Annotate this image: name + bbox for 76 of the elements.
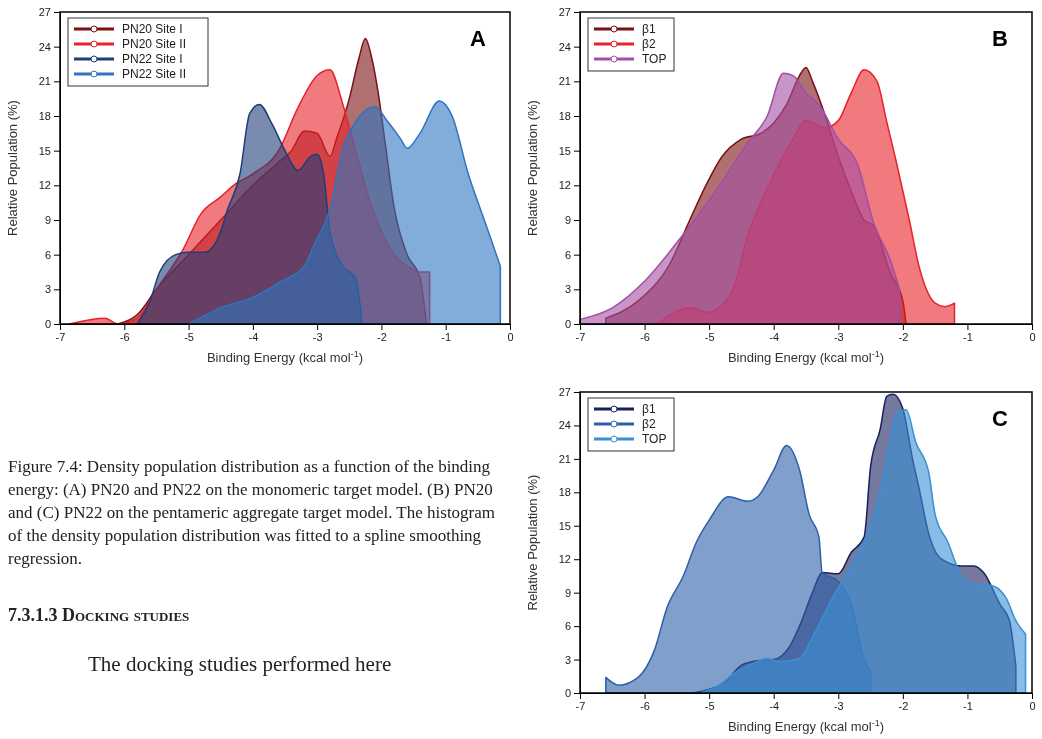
x-tick-label: -4: [248, 330, 259, 343]
y-tick-label: 18: [38, 110, 51, 123]
x-tick-label: -3: [312, 330, 323, 343]
x-tick-label: -6: [119, 330, 130, 343]
x-axis-title: Binding Energy (kcal mol$^{-1}$): [206, 349, 364, 365]
y-tick-label: 15: [558, 144, 571, 157]
x-tick-label: -6: [640, 699, 650, 712]
legend-label: β2: [642, 37, 656, 51]
x-axis-title: Binding Energy (kcal mol$^{-1}$): [727, 349, 885, 365]
caption: Figure 7.4: Density population distribution as a function of the binding energy: (A) PN20 and PN22 on the monomeric target model. (B) PN20 and (C) PN22 on the pentameric aggregate target model. The histogram of the density population distribution was fitted to a spline smoothing regression.: [8, 456, 497, 570]
y-tick-label: 27: [38, 6, 51, 19]
y-tick-label: 24: [38, 40, 51, 53]
legend-label: TOP: [642, 432, 667, 446]
y-tick-label: 6: [564, 620, 571, 633]
text: 7.3.1.3 Docking studies: [8, 604, 191, 627]
legend-label: PN20 Site I: [122, 22, 183, 36]
y-tick-label: 18: [558, 110, 571, 123]
x-tick-label: -5: [184, 330, 194, 343]
y-tick-label: 15: [558, 519, 571, 532]
x-tick-label: -7: [55, 330, 66, 343]
y-tick-label: 0: [564, 318, 571, 331]
x-axis-title: Binding Energy (kcal mol$^{-1}$): [727, 718, 885, 734]
legend-label: PN22 Site II: [122, 67, 187, 81]
y-tick-label: 6: [564, 248, 571, 261]
y-tick-label: 12: [558, 179, 571, 192]
x-tick-label: -2: [377, 330, 387, 343]
y-tick-label: 18: [558, 486, 571, 499]
y-tick-label: 21: [558, 452, 571, 465]
text: The docking studies performed here: [87, 652, 393, 676]
legend-label: β2: [642, 417, 656, 431]
legend-label: TOP: [642, 52, 667, 66]
x-tick-label: -2: [898, 330, 909, 343]
y-tick-label: 0: [564, 687, 571, 700]
x-tick-label: -4: [769, 699, 780, 712]
x-tick-label: 0: [1029, 330, 1036, 343]
y-tick-label: 3: [564, 283, 571, 296]
y-tick-label: 15: [38, 144, 51, 157]
legend-label: PN22 Site I: [122, 52, 183, 66]
legend-label: β1: [642, 22, 656, 36]
x-tick-label: -4: [769, 330, 780, 343]
x-tick-label: -3: [833, 330, 844, 343]
y-tick-label: 27: [558, 6, 571, 19]
y-tick-label: 27: [558, 386, 571, 399]
annotation: B: [992, 26, 1008, 51]
annotation: C: [992, 406, 1008, 431]
y-tick-label: 3: [564, 653, 571, 666]
x-tick-label: -6: [640, 330, 650, 343]
x-tick-label: -1: [441, 330, 452, 343]
legend-label: β1: [642, 402, 656, 416]
y-tick-label: 24: [558, 419, 571, 432]
y-tick-label: 24: [558, 40, 571, 53]
legend-label: PN20 Site II: [122, 37, 187, 51]
y-tick-label: 12: [38, 179, 51, 192]
x-tick-label: -2: [898, 699, 909, 712]
y-tick-label: 6: [44, 248, 51, 261]
y-axis-title: Relative Population (%): [525, 100, 540, 236]
x-tick-label: 0: [1029, 699, 1036, 712]
y-tick-label: 21: [558, 75, 571, 88]
y-axis-title: Relative Population (%): [5, 100, 20, 236]
y-tick-label: 9: [44, 214, 51, 227]
y-tick-label: 9: [564, 214, 571, 227]
x-tick-label: -5: [704, 699, 715, 712]
x-tick-label: 0: [507, 330, 514, 343]
y-tick-label: 12: [558, 553, 571, 566]
y-tick-label: 3: [44, 283, 51, 296]
y-tick-label: 0: [44, 318, 51, 331]
x-tick-label: -7: [575, 699, 586, 712]
x-tick-label: -1: [963, 699, 973, 712]
x-tick-label: -5: [704, 330, 715, 343]
y-axis-title: Relative Population (%): [525, 474, 540, 611]
x-tick-label: -1: [963, 330, 973, 343]
x-tick-label: -7: [575, 330, 586, 343]
y-tick-label: 9: [564, 586, 571, 599]
annotation: A: [470, 26, 486, 51]
y-tick-label: 21: [38, 75, 51, 88]
x-tick-label: -3: [833, 699, 844, 712]
